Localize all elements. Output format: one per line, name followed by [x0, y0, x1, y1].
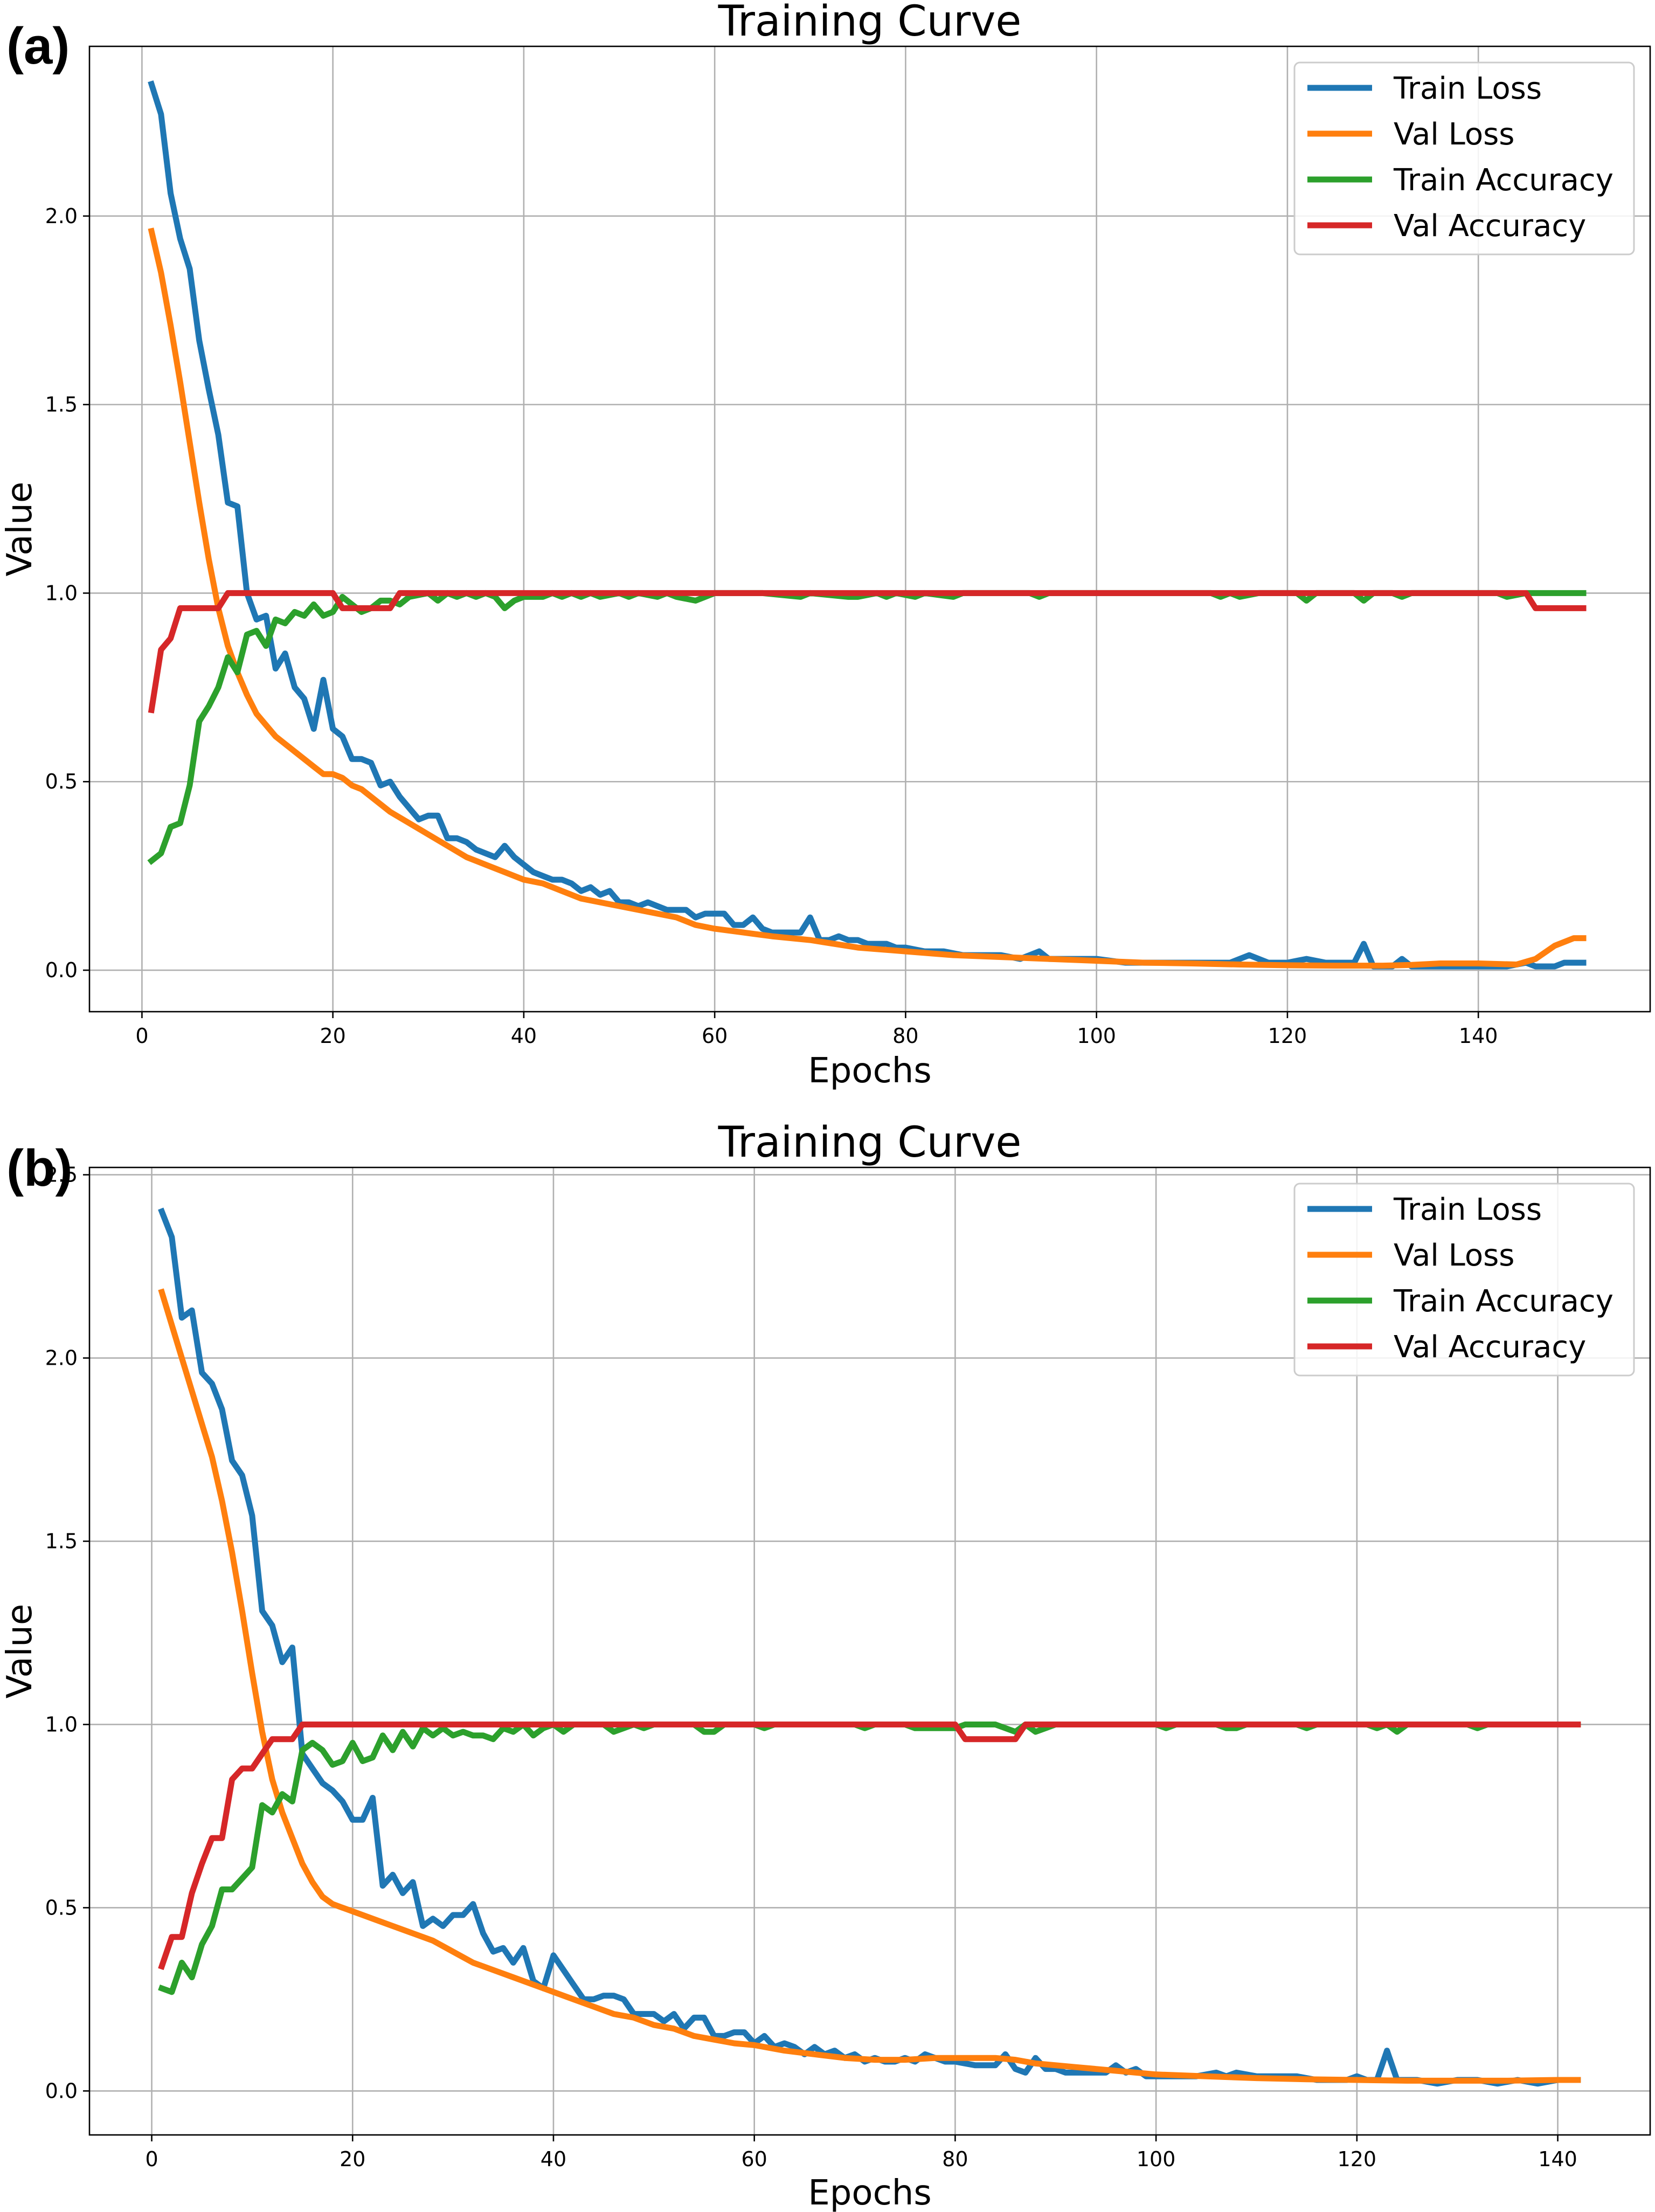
y-tick-label: 1.0	[45, 1712, 78, 1736]
y-tick-label: 0.5	[45, 1896, 78, 1919]
series-group	[158, 1207, 1581, 2087]
chart-title: Training Curve	[718, 1118, 1022, 1167]
legend-box	[1293, 1183, 1635, 1377]
x-tick-label: 120	[1338, 2147, 1377, 2171]
panel-a: 0 20 40 60 80 100 120 140 0.0 0.5 1.0 1.5 2.0 (a) Trai…	[0, 0, 1651, 1091]
x-tick-label: 80	[942, 2147, 968, 2171]
x-tick-label: 40	[541, 2147, 566, 2171]
plot-frame	[88, 1166, 1651, 2136]
panel-b: 0 20 40 60 80 100 120 140 0.0 0.5 1.0 1.5 2.0 2.5(b) T…	[0, 1118, 1651, 2212]
x-tick-label: 140	[1538, 2147, 1577, 2171]
x-tick-label: 0	[145, 2147, 158, 2171]
y-tick-label: 1.5	[45, 393, 78, 417]
x-tick-label: 60	[742, 2147, 767, 2171]
x-tick-label: 100	[1077, 1024, 1116, 1048]
legend-label-val-loss: Val Loss	[1394, 117, 1514, 152]
plot-frame	[88, 45, 1651, 1013]
x-tick-label: 20	[320, 1024, 345, 1048]
x-tick-label: 60	[702, 1024, 728, 1048]
chart-title: Training Curve	[718, 0, 1022, 46]
series-line-val-accuracy	[158, 1722, 1581, 1971]
panel-label: (b)	[6, 1139, 73, 1197]
y-axis-label: Value	[0, 482, 40, 577]
x-tick-label: 0	[135, 1024, 148, 1048]
legend-label-train-accuracy: Train Accuracy	[1393, 163, 1614, 198]
series-group	[147, 80, 1587, 970]
legend-box	[1293, 61, 1635, 255]
x-axis-label: Epochs	[808, 1051, 931, 1091]
legend-label-val-accuracy: Val Accuracy	[1394, 1330, 1586, 1365]
series-line-val-accuracy	[148, 590, 1587, 714]
y-tick-label: 1.5	[45, 1530, 78, 1553]
y-tick-label: 2.0	[45, 1346, 78, 1370]
x-tick-label: 140	[1459, 1024, 1498, 1048]
x-tick-label: 80	[892, 1024, 918, 1048]
y-tick-label: 2.0	[45, 204, 78, 228]
y-tick-label: 2.5	[45, 1163, 78, 1187]
legend-label-train-loss: Train Loss	[1393, 71, 1542, 106]
y-tick-label: 0.5	[45, 770, 78, 793]
y-tick-label: 0.0	[45, 2079, 78, 2103]
x-tick-label: 20	[340, 2147, 365, 2171]
x-axis-label: Epochs	[808, 2173, 931, 2212]
x-tick-label: 40	[511, 1024, 537, 1048]
legend-label-val-loss: Val Loss	[1394, 1238, 1514, 1273]
y-tick-label: 1.0	[45, 581, 78, 605]
panel-label: (a)	[6, 17, 70, 75]
x-tick-label: 100	[1137, 2147, 1176, 2171]
legend-label-train-accuracy: Train Accuracy	[1393, 1284, 1614, 1319]
legend: Train Loss Val Loss Train Accuracy Val Accu…	[1293, 61, 1635, 255]
series-line-train-loss	[148, 80, 1587, 970]
legend-label-val-accuracy: Val Accuracy	[1394, 209, 1586, 244]
legend: Train Loss Val Loss Train Accuracy Val Accu…	[1293, 1183, 1635, 1377]
y-tick-label: 0.0	[45, 958, 78, 982]
y-axis-label: Value	[0, 1604, 40, 1699]
series-line-val-loss	[158, 1288, 1581, 2084]
x-tick-label: 120	[1268, 1024, 1307, 1048]
legend-label-train-loss: Train Loss	[1393, 1192, 1542, 1227]
series-line-val-loss	[148, 227, 1587, 969]
